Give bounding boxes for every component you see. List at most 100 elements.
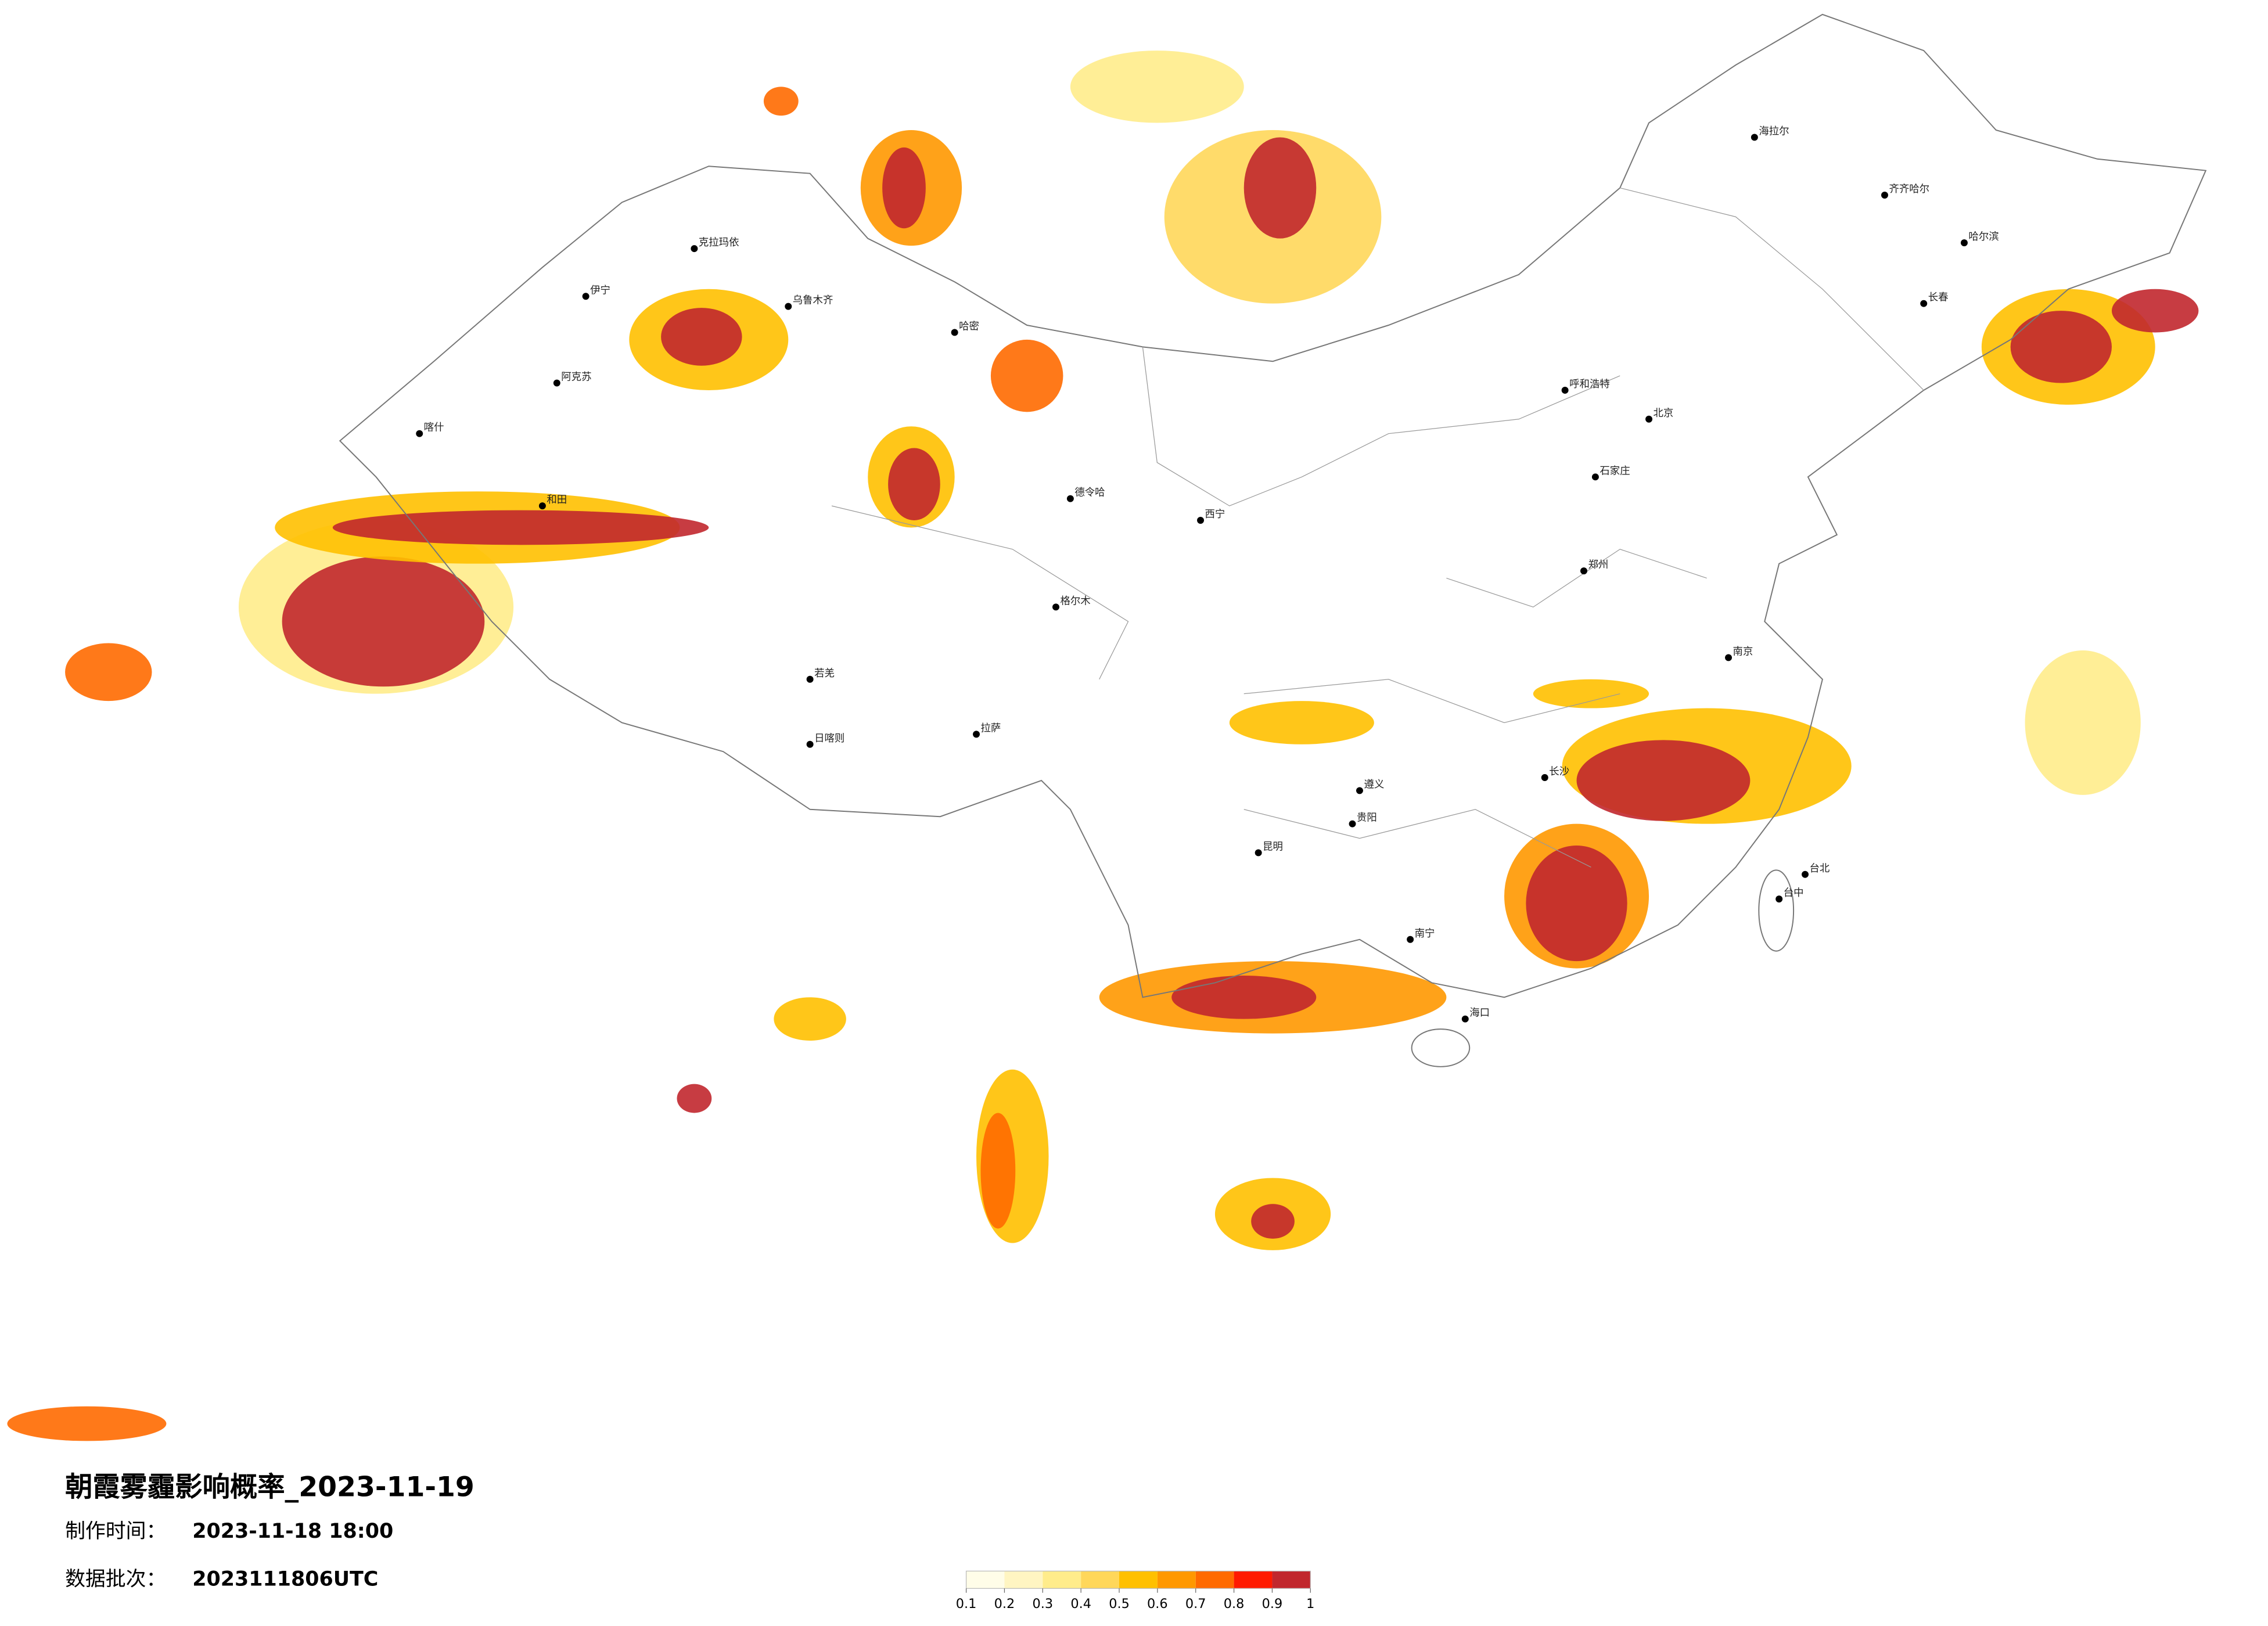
city-dot <box>1197 517 1205 524</box>
city-dot <box>806 675 814 683</box>
city-label: 日喀则 <box>814 733 844 744</box>
legend-swatch <box>1004 1571 1043 1589</box>
city-label: 遵义 <box>1364 779 1384 790</box>
city-label: 呼和浩特 <box>1569 379 1610 390</box>
taiwan-outline <box>1758 869 1795 952</box>
haze-area <box>1251 1204 1295 1239</box>
made-time-value: 2023-11-18 18:00 <box>192 1520 393 1543</box>
city-label: 喀什 <box>424 422 444 434</box>
city-dot <box>973 731 980 738</box>
haze-area <box>677 1084 712 1113</box>
legend-tick-label: 1 <box>1306 1596 1314 1611</box>
city-label: 台中 <box>1784 887 1804 899</box>
city-dot <box>1802 870 1809 878</box>
city-dot <box>1960 239 1968 247</box>
haze-area <box>2025 650 2141 795</box>
haze-area <box>1576 740 1751 821</box>
city-label: 伊宁 <box>590 285 610 296</box>
city-label: 格尔木 <box>1060 595 1090 607</box>
legend-swatch <box>1043 1571 1081 1589</box>
city-label: 南京 <box>1733 646 1753 657</box>
haze-area <box>1526 846 1627 962</box>
city-label: 克拉玛依 <box>699 237 739 249</box>
city-dot <box>1881 192 1888 199</box>
haze-area <box>888 448 940 521</box>
province-lines <box>831 187 1924 868</box>
city-label: 乌鲁木齐 <box>793 295 833 307</box>
haze-area <box>1229 701 1374 744</box>
city-dot <box>1775 895 1783 903</box>
haze-area <box>1533 679 1649 708</box>
legend-tick-label: 0.8 <box>1224 1596 1245 1611</box>
city-label: 北京 <box>1654 408 1674 419</box>
legend-swatch <box>1272 1571 1311 1589</box>
city-label: 和田 <box>547 494 567 506</box>
haze-area <box>990 339 1063 412</box>
hainan-outline <box>1411 1028 1471 1067</box>
haze-area <box>65 643 152 702</box>
legend-swatch <box>1119 1571 1158 1589</box>
haze-area <box>7 1406 167 1441</box>
city-dot <box>1580 567 1587 575</box>
haze-layer <box>7 51 2199 1441</box>
legend-tick-label: 0.1 <box>956 1596 977 1611</box>
haze-area <box>282 556 485 687</box>
legend-tick-label: 0.3 <box>1032 1596 1053 1611</box>
batch-value: 2023111806UTC <box>192 1567 378 1591</box>
city-label: 长沙 <box>1549 766 1569 778</box>
city-dot <box>553 379 560 387</box>
city-label: 德令哈 <box>1074 487 1105 499</box>
city-dot <box>1561 387 1569 394</box>
legend-tick-label: 0.9 <box>1262 1596 1283 1611</box>
city-label: 若羌 <box>814 668 835 679</box>
legend-tick-label: 0.6 <box>1147 1596 1168 1611</box>
city-label: 哈尔滨 <box>1968 231 1999 243</box>
city-label: 哈密 <box>959 321 979 332</box>
legend-tick-label: 0.7 <box>1185 1596 1206 1611</box>
city-label: 海拉尔 <box>1759 125 1789 137</box>
legend-tick-label: 0.5 <box>1109 1596 1130 1611</box>
city-dot <box>1645 415 1653 423</box>
batch-label: 数据批次： <box>65 1567 166 1591</box>
haze-area <box>1171 976 1317 1019</box>
made-time-label: 制作时间： <box>65 1520 166 1543</box>
city-label: 阿克苏 <box>561 372 591 383</box>
city-label: 海口 <box>1469 1008 1490 1019</box>
haze-area <box>1243 137 1317 239</box>
legend-swatch <box>1081 1571 1120 1589</box>
haze-area <box>774 997 846 1041</box>
haze-area <box>2010 311 2112 383</box>
haze-area <box>882 147 926 229</box>
haze-area <box>2111 289 2199 333</box>
city-dot <box>1725 654 1733 661</box>
city-dot <box>1356 787 1363 794</box>
haze-area <box>332 510 709 545</box>
city-label: 齐齐哈尔 <box>1889 184 1929 195</box>
city-dot <box>1751 134 1758 141</box>
legend-swatch <box>966 1571 1005 1589</box>
city-dot <box>1052 603 1059 611</box>
city-label: 郑州 <box>1588 559 1608 571</box>
haze-area <box>661 308 742 366</box>
city-dot <box>1591 473 1599 481</box>
legend-tick-label: 0.2 <box>994 1596 1015 1611</box>
city-label: 拉萨 <box>980 722 1001 734</box>
city-label: 台北 <box>1809 863 1830 875</box>
city-dot <box>582 293 590 300</box>
city-dot <box>538 502 546 510</box>
city-dot <box>1541 774 1548 782</box>
city-dot <box>416 430 423 437</box>
city-label: 石家庄 <box>1600 465 1630 477</box>
city-dot <box>1407 936 1414 943</box>
legend-swatch <box>1157 1571 1196 1589</box>
title: 朝霞雾霾影响概率_2023-11-19 <box>65 1472 475 1503</box>
legend-frame <box>965 1570 1311 1589</box>
city-dot <box>1920 300 1928 307</box>
legend-swatch <box>1195 1571 1234 1589</box>
legend-tick-label: 0.4 <box>1070 1596 1091 1611</box>
haze-area <box>980 1113 1016 1229</box>
